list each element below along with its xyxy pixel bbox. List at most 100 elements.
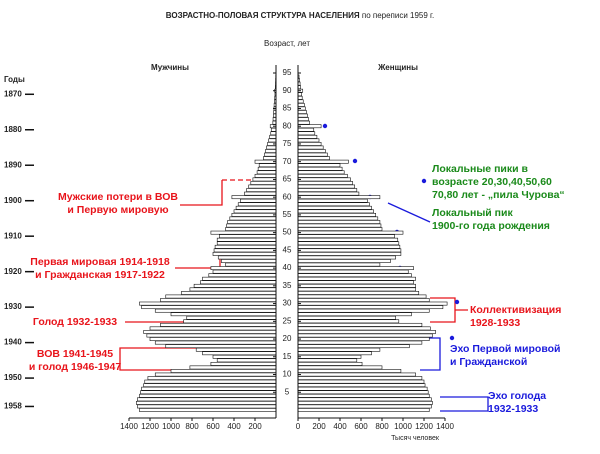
y-tick-label: 90 — [283, 86, 292, 95]
bar — [297, 163, 341, 168]
bar — [216, 237, 277, 242]
bar — [297, 241, 400, 246]
bar — [297, 372, 416, 377]
bar — [154, 372, 277, 377]
y-tick-label: 95 — [283, 68, 292, 77]
bar — [297, 365, 383, 370]
bar — [195, 347, 277, 352]
bar — [193, 283, 277, 288]
bar — [165, 294, 277, 299]
bar — [297, 386, 428, 391]
bar — [165, 344, 277, 349]
year-tick-label: 1890 — [4, 160, 22, 169]
y-axis-label: Возраст, лет — [264, 39, 310, 48]
bracket — [430, 297, 468, 323]
bar — [297, 110, 307, 114]
x-tick-label: 1400 — [120, 422, 138, 431]
bar — [297, 379, 425, 384]
bar — [297, 301, 448, 306]
bar — [210, 266, 277, 271]
bar — [189, 365, 277, 370]
year-tick-label: 1920 — [4, 267, 22, 276]
bar — [208, 273, 277, 278]
x-tick-label: 600 — [206, 422, 220, 431]
year-tick-label: 1958 — [4, 402, 22, 411]
bar — [297, 269, 409, 274]
year-tick-label: 1880 — [4, 125, 22, 134]
bar — [297, 138, 320, 143]
bar — [297, 244, 401, 249]
bar — [252, 177, 277, 182]
bar — [297, 177, 351, 182]
bar — [227, 220, 277, 224]
bar — [237, 202, 277, 207]
bar — [297, 195, 381, 200]
bar — [297, 276, 416, 281]
bar — [297, 266, 414, 271]
y-tick-label: 5 — [285, 387, 290, 396]
year-tick-label: 1950 — [4, 373, 22, 382]
bar — [233, 209, 277, 214]
annotation: возрасте 20,30,40,50,60 — [432, 176, 552, 188]
bar — [297, 209, 374, 214]
bar — [297, 198, 368, 203]
leader — [180, 180, 223, 206]
bar — [297, 340, 423, 345]
bar — [266, 145, 277, 150]
bar — [170, 312, 277, 317]
bar — [297, 99, 304, 104]
bar — [297, 393, 430, 398]
bar — [225, 227, 277, 231]
y-tick-label: 60 — [283, 192, 292, 201]
bar — [225, 262, 277, 267]
bracket — [420, 337, 441, 371]
y-tick-label: 25 — [283, 316, 292, 325]
bar — [297, 273, 412, 278]
bar — [297, 351, 372, 356]
bar — [189, 287, 277, 292]
bar — [297, 397, 432, 402]
bar — [297, 127, 315, 132]
bar — [269, 134, 277, 139]
bar — [297, 383, 426, 388]
bar — [200, 280, 277, 285]
bar — [297, 237, 399, 242]
bar — [146, 333, 277, 338]
bar — [160, 298, 277, 302]
y-tick-label: 30 — [283, 299, 292, 308]
bar — [297, 287, 416, 292]
bar — [229, 216, 277, 221]
bar — [254, 159, 277, 164]
annotation: Локальный пик — [432, 207, 513, 219]
annotation: Голод 1932-1933 — [33, 316, 117, 328]
bar — [297, 230, 404, 235]
leader — [387, 202, 431, 223]
bar — [213, 248, 277, 253]
bar — [297, 315, 396, 320]
bar — [202, 351, 277, 356]
bar — [297, 113, 308, 118]
y-tick-label: 55 — [283, 210, 292, 219]
bar — [297, 156, 330, 161]
bar — [140, 390, 277, 395]
x-axis-label: Тысяч человек — [391, 435, 440, 442]
bar — [297, 262, 381, 267]
bar — [297, 173, 348, 178]
bar — [263, 156, 277, 161]
bar — [297, 142, 322, 146]
bar — [240, 198, 277, 203]
y-tick-label: 85 — [283, 104, 292, 113]
y-tick-label: 10 — [283, 370, 292, 379]
bar — [297, 312, 412, 317]
dot — [322, 123, 328, 129]
annotation: 70,80 лет - „пила Чурова“ — [432, 189, 565, 201]
bar — [297, 120, 310, 125]
bar — [256, 170, 277, 175]
bar — [254, 173, 277, 178]
x-tick-label: 1200 — [415, 422, 433, 431]
bar — [139, 408, 277, 412]
y-tick-label: 70 — [283, 157, 292, 166]
bar — [137, 404, 277, 409]
year-tick-label: 1930 — [4, 302, 22, 311]
bar — [297, 234, 395, 239]
